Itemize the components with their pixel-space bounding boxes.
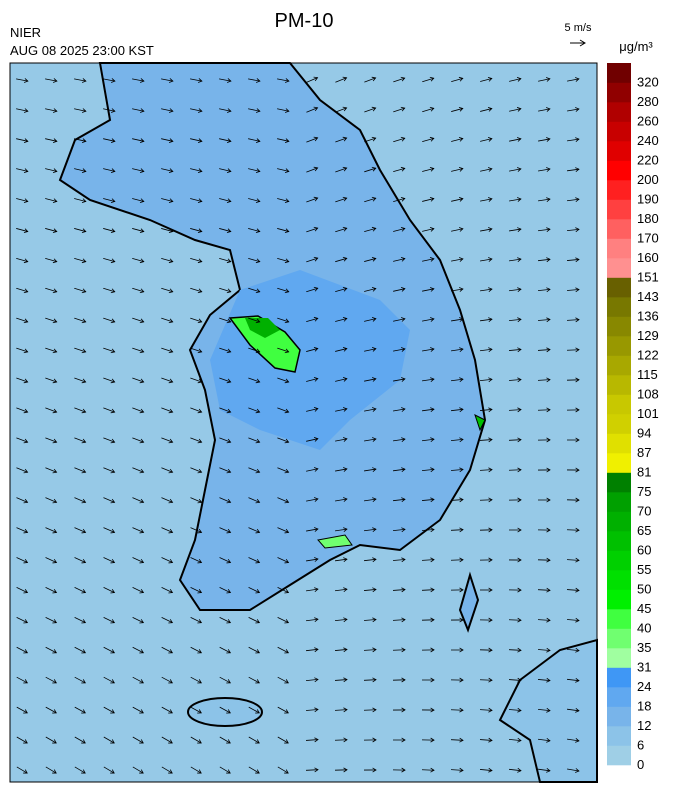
colorbar-label: 60 [637, 543, 651, 558]
wind-arrow [335, 740, 347, 741]
colorbar-label: 108 [637, 387, 659, 402]
colorbar-segment [607, 141, 631, 161]
colorbar-label: 94 [637, 426, 651, 441]
wind-arrow [393, 650, 405, 651]
timestamp: AUG 08 2025 23:00 KST [10, 43, 154, 58]
colorbar-label: 101 [637, 406, 659, 421]
colorbar-label: 55 [637, 562, 651, 577]
colorbar-segment [607, 707, 631, 727]
colorbar-label: 220 [637, 153, 659, 168]
colorbar-segment [607, 668, 631, 688]
colorbar-segment [607, 317, 631, 337]
colorbar-segment [607, 434, 631, 454]
colorbar-segment [607, 395, 631, 415]
colorbar-segment [607, 648, 631, 668]
colorbar-segment [607, 570, 631, 590]
colorbar-segment [607, 297, 631, 317]
colorbar-segment [607, 336, 631, 356]
colorbar-segment [607, 375, 631, 395]
colorbar-label: 81 [637, 465, 651, 480]
colorbar-segment [607, 629, 631, 649]
colorbar-label: 70 [637, 504, 651, 519]
colorbar-label: 160 [637, 250, 659, 265]
colorbar-label: 260 [637, 114, 659, 129]
colorbar-segment [607, 180, 631, 200]
colorbar-segment [607, 726, 631, 746]
colorbar-label: 200 [637, 172, 659, 187]
colorbar-segment [607, 102, 631, 122]
colorbar-label: 240 [637, 133, 659, 148]
colorbar-label: 280 [637, 94, 659, 109]
wind-arrow [480, 500, 492, 501]
wind-arrow [567, 350, 579, 351]
wind-scale-label: 5 m/s [565, 22, 592, 34]
colorbar-segment [607, 590, 631, 610]
colorbar-label: 136 [637, 309, 659, 324]
colorbar-segment [607, 512, 631, 532]
colorbar-label: 151 [637, 270, 659, 285]
colorbar-label: 122 [637, 348, 659, 363]
colorbar-label: 87 [637, 445, 651, 460]
colorbar-label: 143 [637, 289, 659, 304]
colorbar-label: 320 [637, 75, 659, 90]
colorbar-label: 24 [637, 679, 651, 694]
colorbar-label: 115 [637, 367, 658, 382]
colorbar-label: 35 [637, 640, 651, 655]
colorbar-label: 18 [637, 699, 651, 714]
colorbar-segment [607, 551, 631, 571]
title: PM-10 [275, 10, 334, 32]
colorbar-label: 75 [637, 484, 651, 499]
colorbar-segment [607, 609, 631, 629]
colorbar-label: 0 [637, 757, 644, 772]
colorbar-segment [607, 239, 631, 259]
colorbar-label: 31 [637, 660, 651, 675]
colorbar-segment [607, 83, 631, 103]
source: NIER [10, 25, 41, 40]
wind-arrow [567, 530, 579, 531]
colorbar-segment [607, 687, 631, 707]
colorbar-label: 12 [637, 718, 651, 733]
colorbar-segment [607, 63, 631, 83]
colorbar-label: 180 [637, 211, 659, 226]
colorbar-segment [607, 356, 631, 376]
colorbar-label: 50 [637, 582, 651, 597]
colorbar-label: 190 [637, 192, 659, 207]
colorbar-segment [607, 414, 631, 434]
map [10, 63, 597, 782]
colorbar-segment [607, 219, 631, 239]
unit: μg/m³ [619, 39, 653, 54]
colorbar-segment [607, 258, 631, 278]
colorbar-segment [607, 161, 631, 181]
colorbar-label: 40 [637, 621, 651, 636]
colorbar-label: 45 [637, 601, 651, 616]
colorbar-segment [607, 492, 631, 512]
colorbar-segment [607, 278, 631, 298]
wind-arrow [480, 680, 492, 681]
colorbar-segment [607, 122, 631, 142]
colorbar-label: 170 [637, 231, 659, 246]
colorbar-segment [607, 746, 631, 766]
colorbar-segment [607, 473, 631, 493]
colorbar-segment [607, 200, 631, 220]
colorbar-segment [607, 453, 631, 473]
colorbar-label: 129 [637, 328, 659, 343]
colorbar-segment [607, 531, 631, 551]
colorbar-label: 6 [637, 738, 644, 753]
colorbar: 0 6 12 18 24 31 35 40 45 50 55 60 65 70 75 81 87 94 101 108… [607, 63, 659, 772]
colorbar-label: 65 [637, 523, 651, 538]
